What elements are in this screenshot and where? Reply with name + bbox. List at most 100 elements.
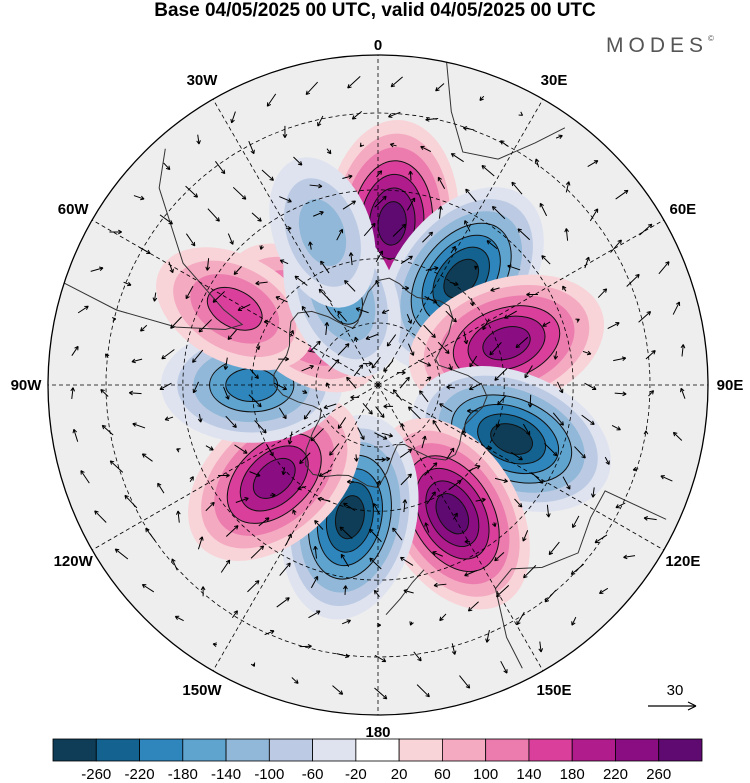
- wind-arrow: [490, 287, 500, 292]
- wind-arrow: [465, 188, 477, 202]
- meridian-line: [212, 384, 379, 671]
- wind-arrow: [294, 275, 308, 286]
- wind-arrow: [282, 125, 288, 139]
- meridian-line: [377, 99, 544, 386]
- wind-arrow: [124, 494, 138, 509]
- wind-arrow: [71, 345, 79, 356]
- colorbar-swatch: [139, 738, 184, 762]
- wind-arrow: [542, 321, 551, 327]
- wind-arrow: [281, 467, 287, 476]
- wind-arrow: [680, 344, 686, 357]
- wind-arrow: [248, 140, 255, 155]
- wind-arrow: [552, 412, 564, 426]
- wind-arrow: [276, 597, 290, 608]
- wind-arrow: [638, 311, 652, 323]
- wind-arrow: [340, 553, 350, 567]
- wind-arrow: [192, 381, 200, 394]
- wind-arrow: [399, 376, 410, 389]
- map-boundary: [47, 54, 709, 716]
- wind-vectors: [70, 75, 686, 700]
- wind-arrow: [374, 687, 388, 700]
- modes-logo: MODES©: [606, 34, 714, 58]
- wind-arrow: [613, 356, 627, 362]
- wind-arrow: [225, 415, 237, 429]
- wind-arrow: [511, 181, 523, 195]
- wind-arrow: [332, 685, 344, 695]
- colorbar-tick-label: 260: [646, 766, 671, 783]
- wind-arrow: [475, 497, 486, 503]
- wind-arrow: [514, 498, 523, 508]
- wind-arrow: [133, 195, 145, 201]
- wind-arrow: [286, 225, 292, 231]
- wind-arrow: [446, 384, 456, 390]
- wind-arrow: [278, 356, 290, 362]
- wind-arrow: [564, 228, 569, 241]
- wind-arrow: [225, 525, 239, 537]
- colorbar-swatch: [312, 738, 357, 762]
- wind-arrow: [326, 148, 332, 155]
- wind-arrow: [263, 319, 271, 325]
- wind-arrow: [198, 319, 212, 333]
- wind-arrow: [615, 502, 626, 509]
- wind-arrow: [539, 202, 548, 217]
- wind-arrow: [518, 111, 524, 116]
- wind-arrow: [176, 448, 181, 453]
- wind-arrow: [310, 575, 319, 589]
- meridian-label: 60E: [669, 201, 696, 218]
- wind-arrow: [289, 330, 295, 337]
- colorbar-swatch: [528, 738, 573, 762]
- wind-arrow: [503, 310, 517, 319]
- wind-arrow: [279, 562, 291, 576]
- wind-arrow: [337, 310, 348, 322]
- wind-arrow: [392, 527, 403, 541]
- wind-arrow: [400, 556, 414, 566]
- wind-arrow: [604, 456, 610, 465]
- wind-arrow: [426, 491, 436, 505]
- wind-arrow: [413, 651, 422, 662]
- colorbar-tick-label: 220: [603, 766, 628, 783]
- wind-arrow: [141, 584, 155, 593]
- wind-arrow: [407, 406, 421, 420]
- wind-arrow: [439, 403, 453, 412]
- wind-arrow: [680, 387, 686, 399]
- wind-arrow: [205, 258, 210, 271]
- colorbar-tick-label: -20: [345, 766, 367, 783]
- brand-text: MODES: [606, 34, 709, 57]
- wind-arrow: [309, 183, 323, 189]
- wind-arrow: [77, 305, 89, 314]
- wind-arrow: [388, 111, 401, 118]
- wind-arrow: [565, 181, 571, 193]
- wind-arrow: [339, 526, 353, 540]
- wind-arrow: [594, 534, 608, 544]
- copyright-mark: ©: [708, 34, 714, 43]
- wind-arrow: [383, 404, 394, 409]
- wind-arrow: [336, 228, 344, 241]
- wind-arrow: [227, 329, 237, 340]
- meridian-label: 180: [365, 724, 390, 741]
- wind-arrow: [255, 280, 268, 286]
- wind-arrow: [299, 452, 311, 465]
- wind-arrow: [353, 336, 359, 342]
- wind-arrow: [406, 197, 416, 211]
- wind-arrow: [495, 585, 510, 598]
- wind-arrow: [432, 419, 441, 433]
- wind-arrow: [346, 479, 355, 485]
- wind-arrow: [517, 228, 531, 241]
- wind-arrow: [234, 444, 248, 454]
- wind-arrow: [223, 357, 229, 370]
- wind-arrow: [371, 356, 381, 369]
- wind-arrow: [482, 318, 490, 331]
- wind-arrow: [248, 394, 262, 408]
- wind-arrow: [420, 145, 432, 153]
- wind-arrow: [467, 601, 479, 612]
- wind-arrow: [466, 408, 478, 414]
- wind-arrow: [176, 510, 181, 523]
- wind-arrow: [376, 170, 383, 178]
- wind-arrow: [401, 285, 410, 291]
- wind-arrow: [553, 351, 559, 360]
- wind-arrow: [287, 431, 293, 445]
- wind-arrow: [254, 420, 267, 434]
- wind-arrow: [207, 208, 220, 222]
- wind-arrow: [308, 610, 321, 619]
- wind-arrow: [453, 512, 458, 520]
